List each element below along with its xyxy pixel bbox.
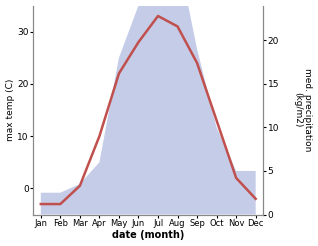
X-axis label: date (month): date (month) [112,231,184,240]
Y-axis label: med. precipitation
(kg/m2): med. precipitation (kg/m2) [293,68,313,152]
Y-axis label: max temp (C): max temp (C) [5,79,15,141]
